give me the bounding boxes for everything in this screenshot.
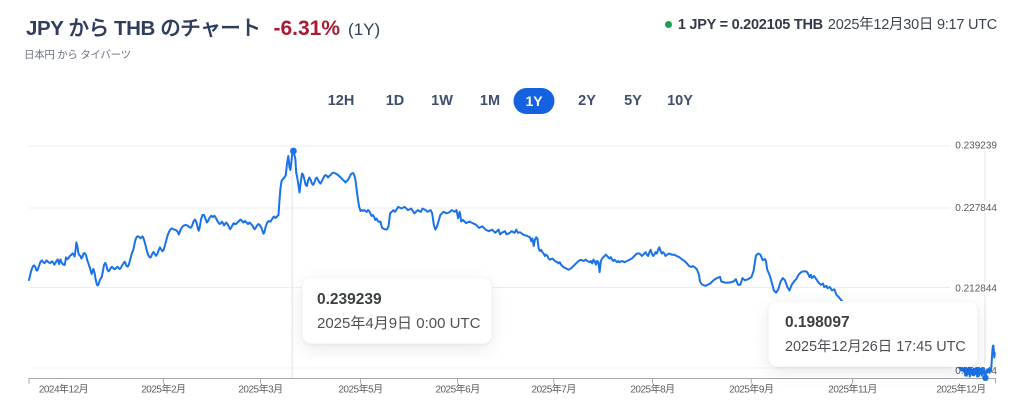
svg-text:2025年9月: 2025年9月 [729, 383, 773, 396]
svg-text:2025年5月: 2025年5月 [338, 383, 382, 396]
svg-text:0.227844: 0.227844 [955, 203, 997, 214]
svg-text:2024年12月: 2024年12月 [39, 383, 88, 396]
svg-text:2025年12月: 2025年12月 [936, 383, 985, 396]
svg-text:2025年2月: 2025年2月 [141, 383, 185, 396]
svg-text:2025年8月: 2025年8月 [630, 383, 674, 396]
svg-text:0.212844: 0.212844 [955, 284, 997, 295]
svg-text:2025年6月: 2025年6月 [435, 383, 479, 396]
svg-text:2025年3月: 2025年3月 [238, 383, 282, 396]
svg-text:2025年11月: 2025年11月 [828, 383, 877, 396]
svg-text:0.239239: 0.239239 [955, 141, 997, 152]
svg-text:2025年7月: 2025年7月 [532, 383, 576, 396]
